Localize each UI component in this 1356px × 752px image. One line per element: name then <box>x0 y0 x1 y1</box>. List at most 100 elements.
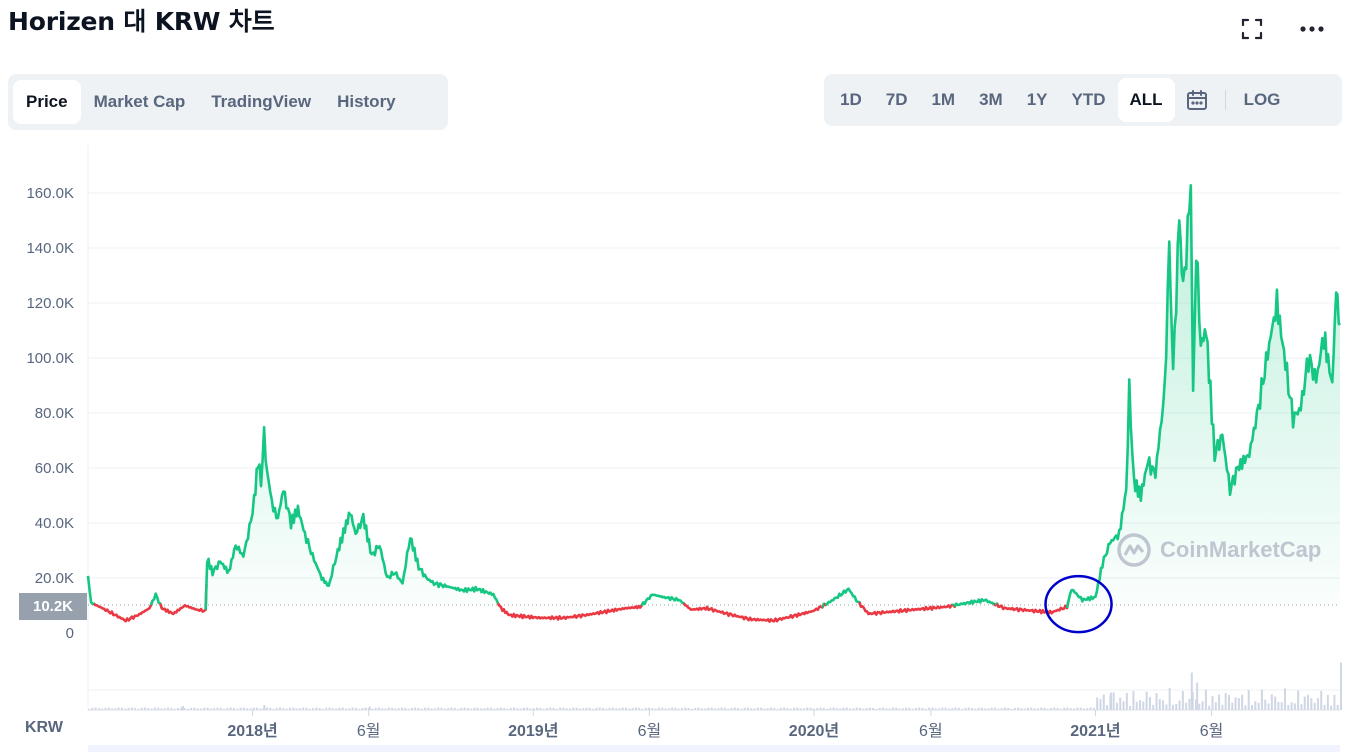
volume-bar <box>644 707 647 710</box>
volume-bar <box>654 708 657 710</box>
volume-bar <box>407 708 410 710</box>
volume-bar <box>361 707 364 710</box>
range-all[interactable]: ALL <box>1117 78 1175 122</box>
volume-bar <box>1290 702 1293 710</box>
volume-bar <box>786 708 789 710</box>
range-7d[interactable]: 7D <box>885 90 908 109</box>
volume-bar <box>1119 697 1122 710</box>
range-1d[interactable]: 1D <box>840 90 862 109</box>
volume-bar <box>117 707 120 710</box>
volume-bar <box>957 707 960 710</box>
volume-bar <box>967 707 970 710</box>
volume-bar <box>249 708 252 710</box>
volume-bar <box>111 708 114 710</box>
volume-bar <box>572 707 575 710</box>
volume-bar <box>816 708 819 710</box>
x-tick-label: 2018년 <box>227 721 277 740</box>
fullscreen-icon[interactable] <box>1237 14 1267 44</box>
volume-bar <box>799 708 802 710</box>
volume-bar <box>918 707 921 710</box>
range-ytd[interactable]: YTD <box>1071 90 1106 109</box>
calendar-icon[interactable] <box>1175 78 1219 122</box>
volume-bar <box>1165 704 1168 710</box>
volume-bar <box>819 707 822 710</box>
volume-bar <box>1168 688 1171 710</box>
volume-bar <box>941 707 944 710</box>
volume-bar <box>335 708 338 710</box>
volume-bar <box>1152 704 1155 710</box>
volume-bar <box>371 708 374 710</box>
volume-bar <box>1280 702 1283 710</box>
volume-bar <box>397 708 400 710</box>
volume-bar <box>134 707 137 710</box>
volume-bar <box>263 705 266 710</box>
volume-bar <box>865 708 868 710</box>
volume-bar <box>789 708 792 710</box>
volume-bar <box>321 708 324 710</box>
annotation-layer <box>1044 574 1113 634</box>
volume-bar <box>1115 702 1118 710</box>
volume-bar <box>1129 705 1132 710</box>
tab-history[interactable]: History <box>337 92 396 111</box>
range-3m[interactable]: 3M <box>979 90 1003 109</box>
volume-bar <box>829 707 832 710</box>
volume-bar <box>424 707 427 710</box>
volume-bar <box>1020 708 1023 710</box>
volume-bar <box>648 707 651 710</box>
volume-bar <box>783 707 786 710</box>
volume-bar <box>1076 707 1079 710</box>
volume-bar <box>420 708 423 710</box>
volume-bar <box>453 707 456 710</box>
volume-bar <box>710 707 713 710</box>
volume-bar <box>1195 699 1198 710</box>
volume-bar <box>493 708 496 710</box>
volume-bar <box>921 708 924 710</box>
volume-bar <box>802 708 805 710</box>
volume-bar <box>944 707 947 710</box>
volume-bar <box>173 708 176 710</box>
volume-bar <box>1231 702 1234 710</box>
volume-bar <box>302 707 305 710</box>
volume-bar <box>1218 694 1221 710</box>
volume-bar <box>997 708 1000 710</box>
highlight-circle <box>1044 574 1113 634</box>
volume-bar <box>483 708 486 710</box>
volume-bar <box>216 707 219 710</box>
price-line-down <box>858 601 954 616</box>
x-tick-label: 6월 <box>919 722 943 740</box>
range-1m[interactable]: 1M <box>931 90 956 109</box>
volume-bar <box>760 707 763 710</box>
volume-bar <box>506 708 509 710</box>
tab-tradingview[interactable]: TradingView <box>211 92 312 111</box>
volume-bar <box>457 708 460 710</box>
volume-bar <box>140 707 143 710</box>
volume-bar <box>657 707 660 710</box>
volume-bar <box>1089 707 1092 710</box>
volume-bar <box>157 707 160 710</box>
volume-bar <box>1196 682 1199 710</box>
navigator-strip[interactable] <box>88 745 1340 752</box>
volume-bar <box>598 707 601 710</box>
volume-bar <box>377 707 380 710</box>
more-options-icon[interactable] <box>1297 14 1327 44</box>
volume-bar <box>987 708 990 710</box>
volume-bar <box>1293 703 1296 710</box>
volume-bar <box>1257 702 1260 710</box>
tab-market-cap[interactable]: Market Cap <box>93 92 186 111</box>
volume-bar <box>246 708 249 710</box>
volume-bar <box>862 708 865 710</box>
volume-bar <box>348 708 351 710</box>
volume-bar <box>1099 699 1102 710</box>
volume-bar <box>94 707 97 710</box>
volume-bar <box>1336 704 1339 710</box>
volume-bar <box>503 707 506 710</box>
y-tick-label: 20.0K <box>35 570 74 587</box>
volume-bar <box>1208 705 1211 710</box>
volume-bar <box>430 708 433 710</box>
range-1y[interactable]: 1Y <box>1026 90 1048 109</box>
tab-price[interactable]: Price <box>13 80 81 124</box>
log-scale-toggle[interactable]: LOG <box>1243 90 1281 109</box>
volume-bar <box>631 708 634 710</box>
y-tick-label: 40.0K <box>35 515 74 532</box>
volume-bar <box>835 708 838 710</box>
